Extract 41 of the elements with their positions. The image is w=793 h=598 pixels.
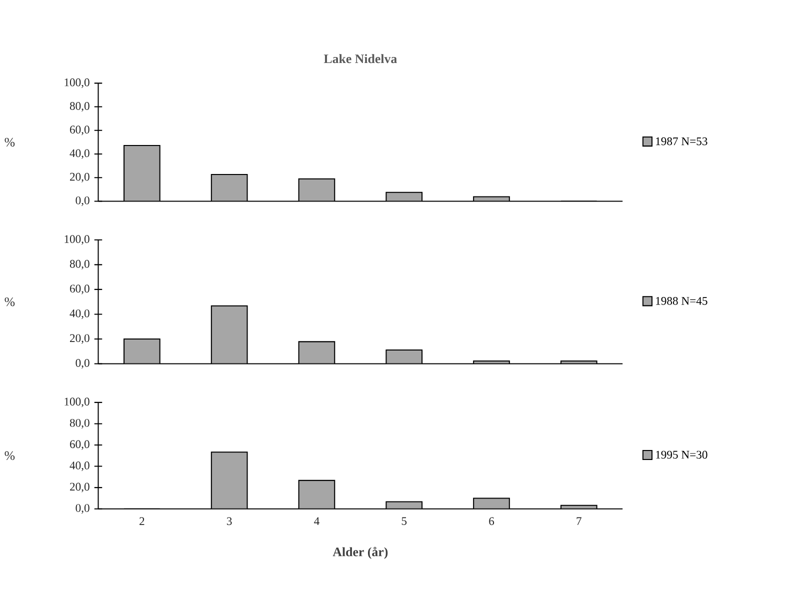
y-tick-label: 20,0 — [70, 334, 90, 344]
bar — [298, 178, 335, 202]
y-tick-label: 60,0 — [70, 284, 90, 294]
y-tick-label: 100,0 — [64, 235, 90, 245]
bar — [211, 306, 248, 364]
y-axis-title: % — [4, 298, 15, 306]
bar — [124, 339, 160, 364]
x-tick-label: 6 — [489, 517, 494, 526]
y-axis-title: % — [4, 451, 15, 460]
legend-label: 1987 N=53 — [656, 137, 708, 146]
bar — [298, 342, 335, 364]
y-tick-label: 80,0 — [70, 419, 90, 429]
y-tick-label: 100,0 — [64, 78, 90, 88]
y-tick-label: 0,0 — [76, 359, 90, 369]
bar — [211, 174, 248, 202]
x-tick-label: 4 — [314, 517, 320, 525]
y-tick-label: 40,0 — [70, 149, 90, 159]
x-tick-label: 5 — [402, 517, 407, 526]
bar — [211, 452, 248, 509]
legend-label: 1988 N=45 — [656, 297, 708, 305]
y-tick-label: 0,0 — [76, 504, 90, 514]
chart-title: Lake Nidelva — [324, 54, 397, 64]
y-tick-label: 20,0 — [70, 482, 90, 492]
bar — [474, 498, 510, 509]
legend-label: 1995 N=30 — [656, 450, 708, 459]
x-tick-label: 2 — [140, 517, 144, 526]
y-tick-label: 80,0 — [70, 260, 90, 270]
y-tick-label: 40,0 — [70, 310, 90, 320]
bar — [298, 480, 335, 509]
bar — [124, 146, 160, 202]
y-axis-title: % — [4, 138, 15, 147]
y-tick-label: 60,0 — [70, 126, 90, 136]
y-tick-label: 60,0 — [70, 440, 90, 450]
x-axis-title: Alder (år) — [332, 546, 388, 559]
y-tick-label: 100,0 — [64, 398, 90, 408]
y-tick-label: 0,0 — [76, 196, 90, 206]
x-tick-label: 3 — [226, 517, 232, 526]
y-tick-label: 20,0 — [70, 172, 90, 182]
y-tick-label: 80,0 — [70, 102, 90, 112]
y-tick-label: 40,0 — [70, 462, 90, 472]
x-tick-label: 7 — [576, 517, 582, 525]
